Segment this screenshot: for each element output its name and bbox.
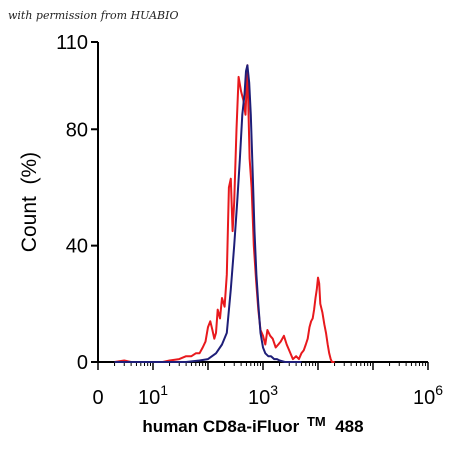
x-tick-label: 101 <box>138 382 168 409</box>
histogram-line-blue <box>114 64 302 363</box>
x-axis-label: human CD8a-iFluor TM 488 <box>142 411 363 436</box>
x-tick-label: 106 <box>413 382 443 409</box>
histogram-series <box>114 64 335 363</box>
x-tick-label: 0 <box>92 387 103 409</box>
y-tick-label: 80 <box>66 119 88 141</box>
y-tick-label: 40 <box>66 236 88 258</box>
x-axis-label-main: human CD8a-iFluor <box>142 417 299 436</box>
x-axis-label-tm: TM <box>307 414 326 429</box>
axis-ticks: 0 40 80 110 0 101 103 106 <box>56 32 443 409</box>
y-axis-label: Count (%) <box>18 152 41 252</box>
plot-axes <box>97 42 428 363</box>
x-axis-label-tail: 488 <box>330 417 363 436</box>
permission-watermark: with permission from HUABIO <box>8 9 179 22</box>
y-tick-label: 0 <box>77 352 88 374</box>
y-tick-label: 110 <box>56 32 88 54</box>
histogram-line-red <box>114 64 335 363</box>
x-tick-label: 103 <box>248 382 278 409</box>
